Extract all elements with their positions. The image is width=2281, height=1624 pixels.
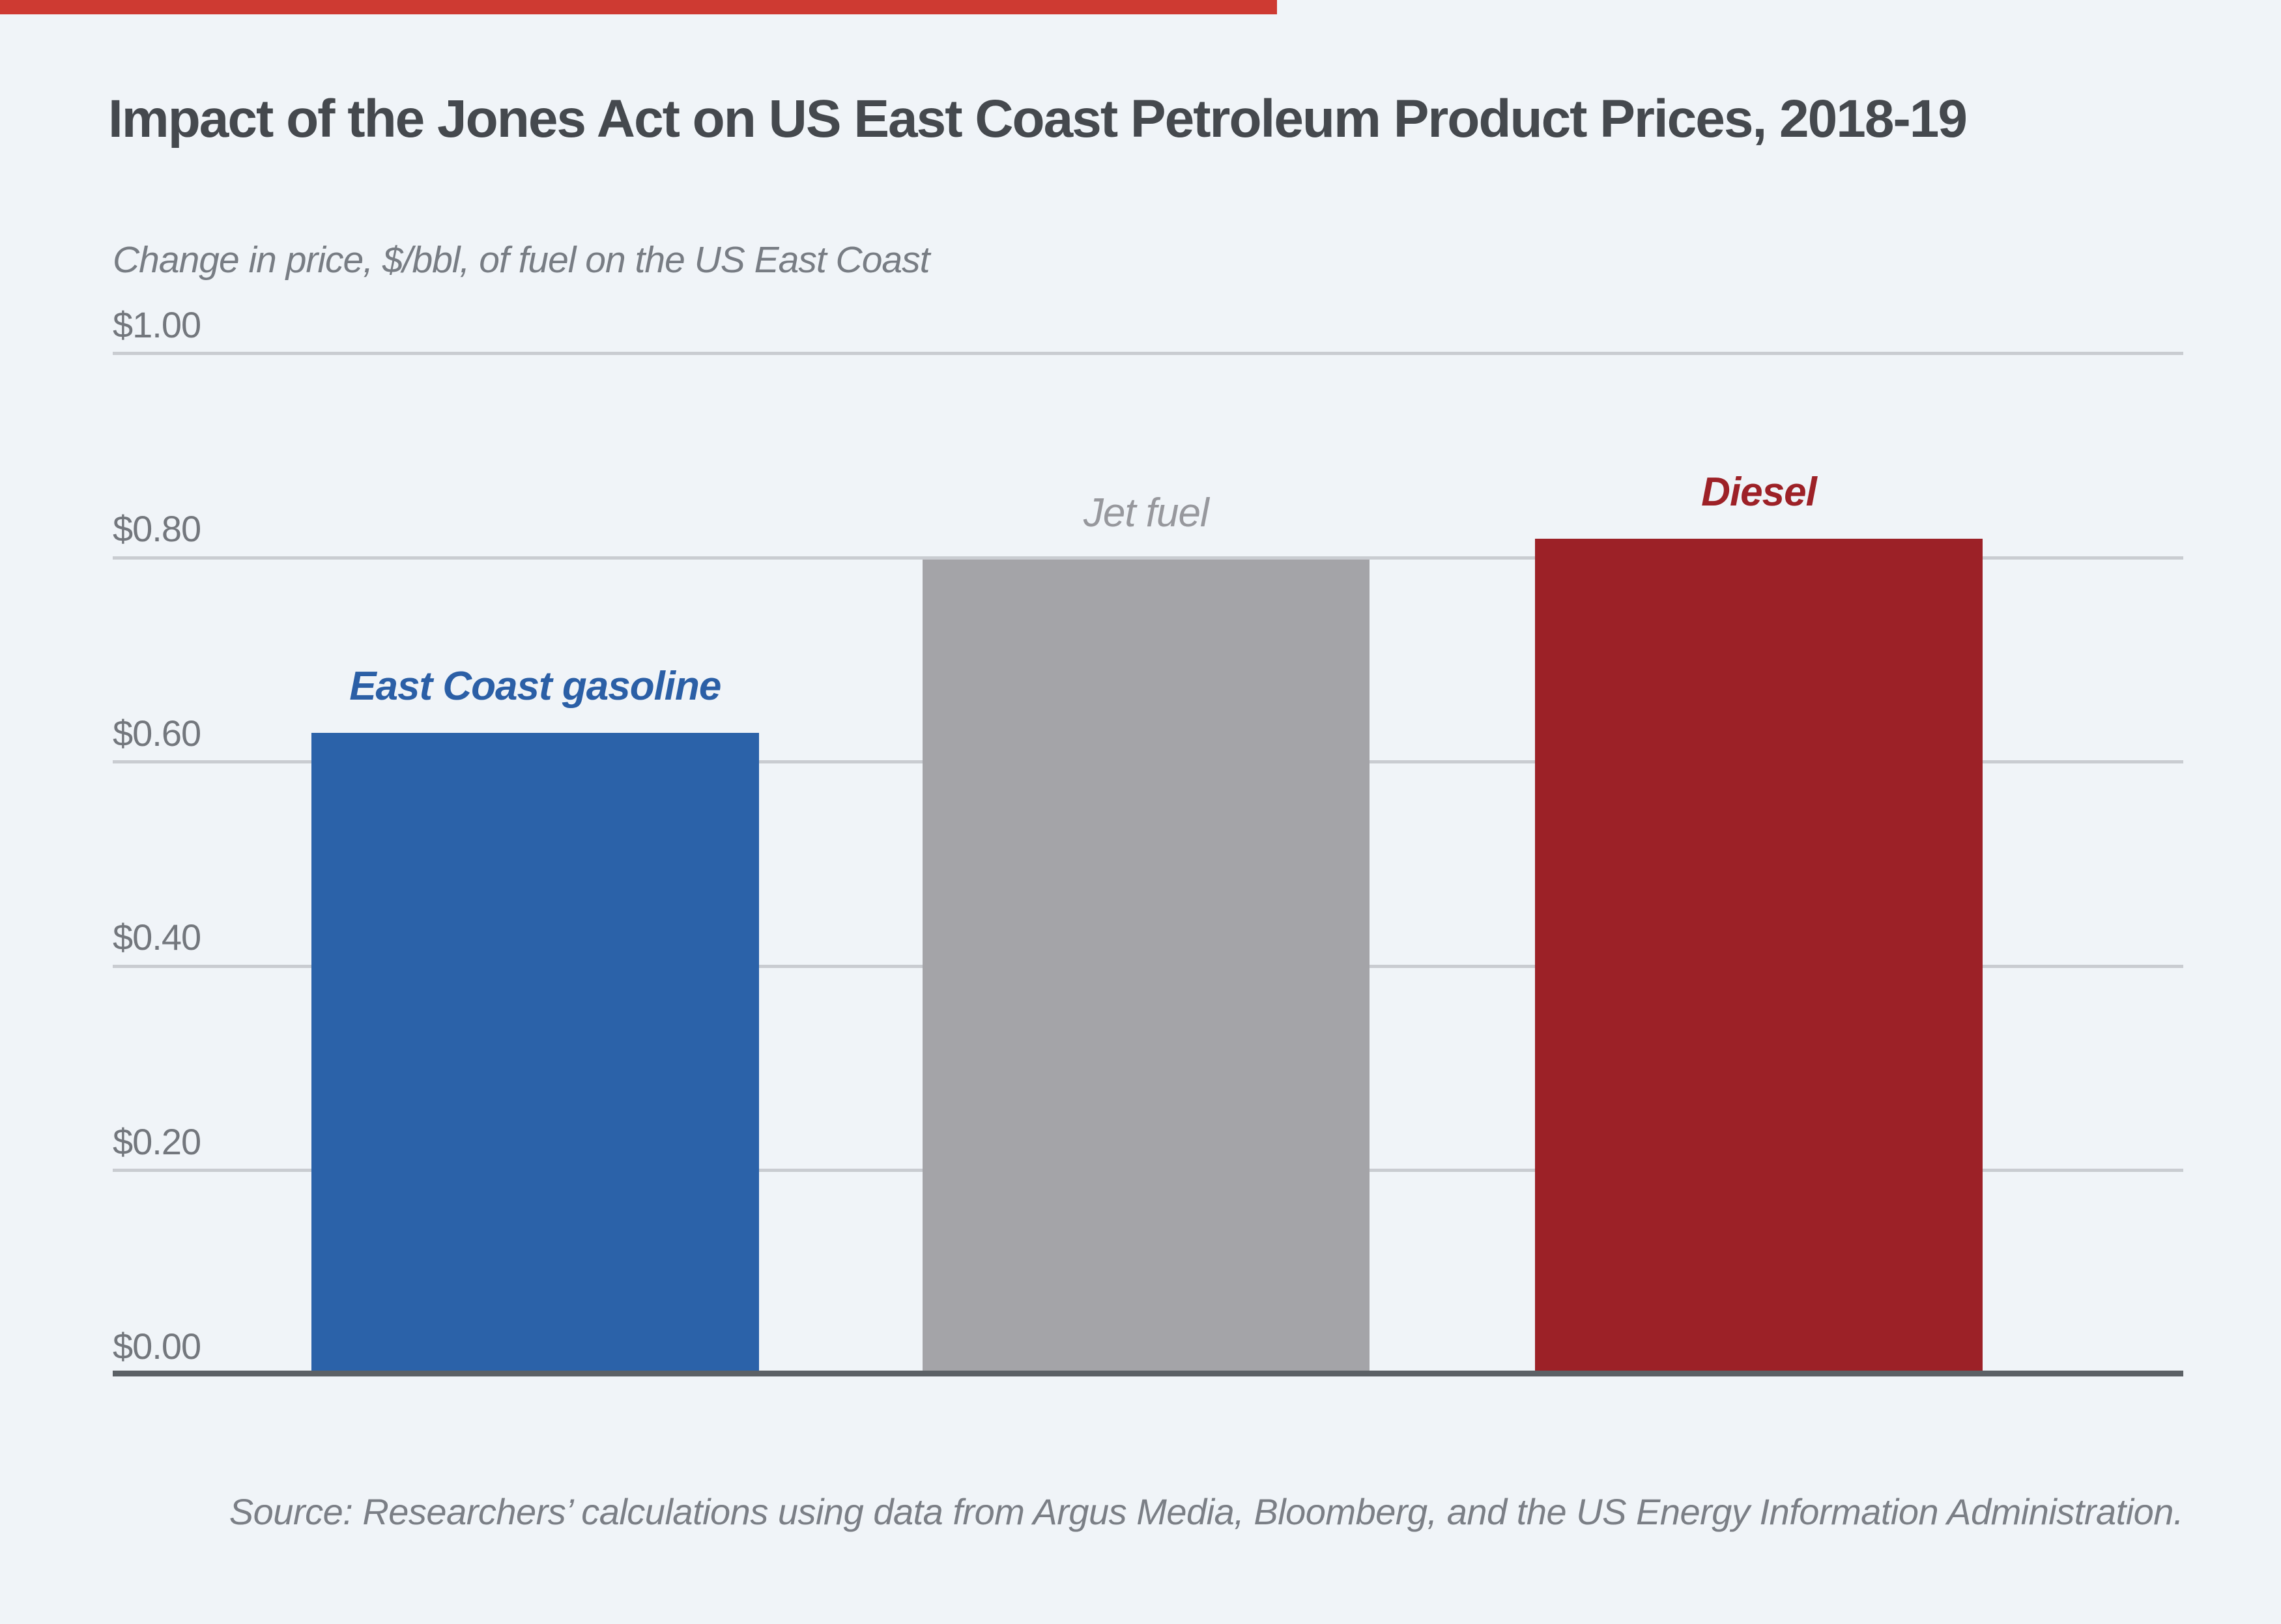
- x-axis-baseline: [113, 1371, 2183, 1376]
- y-tick-label-$0.00: $0.00: [113, 1325, 201, 1367]
- bar-label-diesel: Diesel: [1701, 470, 1817, 515]
- bar-label-east-coast-gasoline: East Coast gasoline: [349, 664, 721, 709]
- gridline-$0.80: [113, 556, 2183, 560]
- chart-area: $1.00 $0.80 $0.60 $0.40 $0.20 $0.00 East Coast…: [113, 304, 2183, 1376]
- bar-jet-fuel: [922, 559, 1370, 1376]
- y-tick-label-$0.80: $0.80: [113, 508, 201, 550]
- bar-diesel: [1535, 539, 1983, 1376]
- bar-label-jet-fuel: Jet fuel: [1083, 490, 1209, 535]
- y-tick-label-$0.20: $0.20: [113, 1121, 201, 1163]
- y-tick-label-$0.60: $0.60: [113, 712, 201, 754]
- accent-stripe: [0, 0, 1277, 14]
- chart-subtitle: Change in price, $/bbl, of fuel on the U…: [113, 239, 930, 281]
- y-tick-label-$1.00: $1.00: [113, 304, 201, 345]
- y-tick-label-$0.40: $0.40: [113, 917, 201, 958]
- gridline-$1.00: [113, 352, 2183, 355]
- bar-east-coast-gasoline: [311, 733, 759, 1376]
- source-note: Source: Researchers’ calculations using …: [229, 1491, 2184, 1532]
- chart-title: Impact of the Jones Act on US East Coast…: [108, 89, 1968, 149]
